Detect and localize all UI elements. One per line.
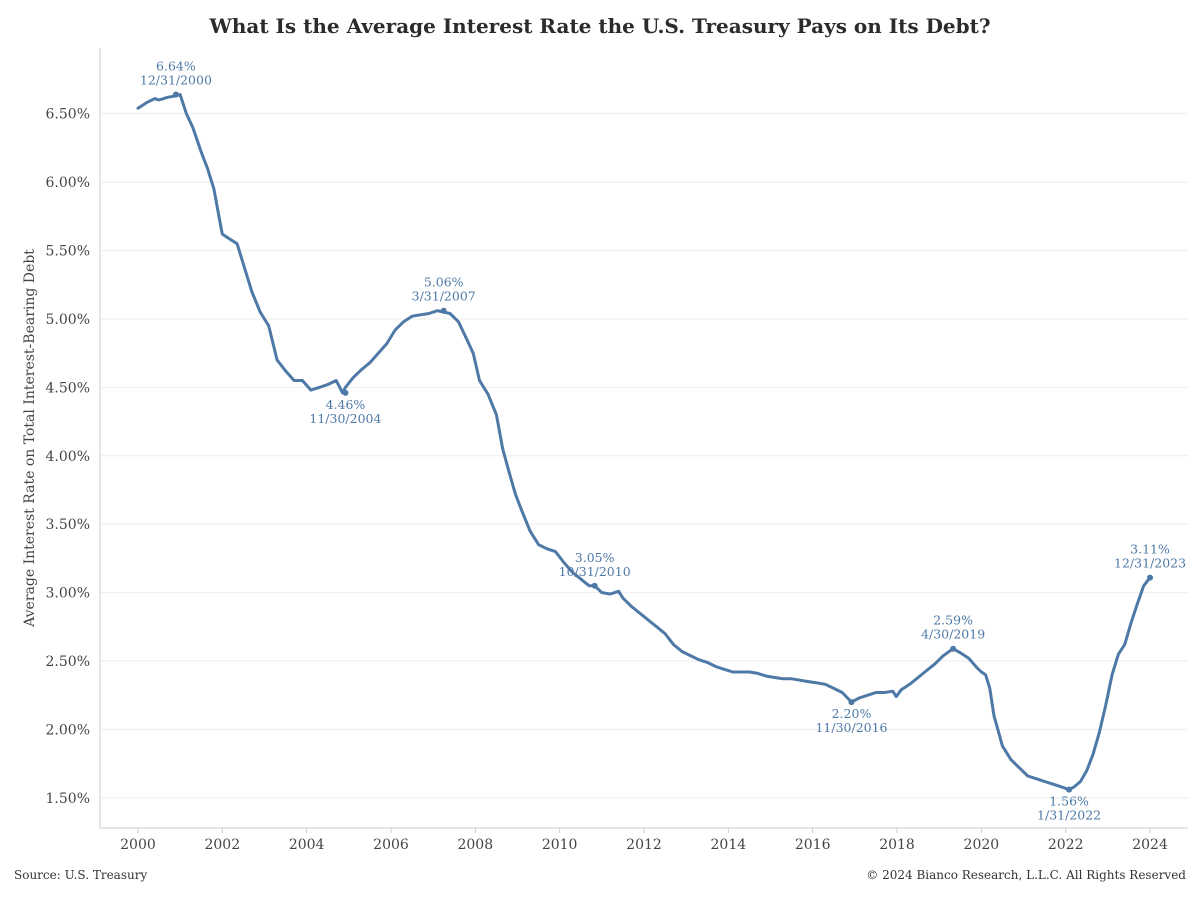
annotation-value: 1.56% (1049, 794, 1089, 809)
annotation-date: 3/31/2007 (412, 289, 476, 304)
series-layer (136, 93, 1152, 792)
annotation-marker (342, 389, 349, 396)
annotation-value: 2.20% (832, 706, 872, 721)
y-tick-label: 1.50% (46, 791, 90, 807)
annotation-date: 1/31/2022 (1037, 808, 1101, 823)
x-tick-label: 2008 (457, 837, 493, 853)
y-tick-label: 2.00% (46, 722, 90, 738)
y-tick-label: 2.50% (46, 654, 90, 670)
x-tick-label: 2018 (879, 837, 915, 853)
grid-layer (100, 113, 1188, 799)
y-tick-label: 3.50% (46, 517, 90, 533)
annotation-marker (950, 645, 957, 652)
y-tick-label: 5.00% (46, 312, 90, 328)
y-tick-label: 5.50% (46, 244, 90, 260)
x-tick-label: 2004 (289, 837, 325, 853)
annotation-value: 5.06% (424, 275, 464, 290)
x-tick-label: 2010 (542, 837, 578, 853)
y-axis-title: Average Interest Rate on Total Interest-… (22, 249, 38, 628)
x-tick-label: 2006 (373, 837, 409, 853)
annotation-value: 4.46% (326, 397, 366, 412)
annotation-marker (172, 91, 179, 98)
y-tick-label: 3.00% (46, 586, 90, 602)
annotation-value: 2.59% (933, 613, 973, 628)
source-note: Source: U.S. Treasury (14, 868, 148, 882)
annotation-date: 10/31/2010 (559, 564, 631, 579)
x-tick-label: 2020 (964, 837, 1000, 853)
x-tick-label: 2014 (711, 837, 747, 853)
x-tick-label: 2000 (120, 837, 156, 853)
annotation-value: 3.05% (575, 550, 615, 565)
axes-layer: 1.50% 2.00% 2.50% 3.00% 3.50% 4.00% 4.50% 5.00%… (46, 48, 1188, 853)
annotation-date: 12/31/2000 (140, 73, 212, 88)
copyright-note: © 2024 Bianco Research, L.L.C. All Right… (866, 868, 1186, 882)
annotation-marker (848, 699, 855, 706)
annotation-date: 11/30/2004 (309, 411, 381, 426)
y-tick-label: 4.00% (46, 449, 90, 465)
x-tick-label: 2012 (626, 837, 662, 853)
annotation-date: 12/31/2023 (1114, 556, 1186, 571)
annotation-marker (1147, 574, 1154, 581)
annotation-marker (1066, 786, 1073, 793)
annotation-date: 4/30/2019 (921, 627, 985, 642)
x-tick-label: 2022 (1048, 837, 1084, 853)
x-tick-label: 2024 (1132, 837, 1168, 853)
y-tick-label: 6.00% (46, 175, 90, 191)
chart-title: What Is the Average Interest Rate the U.… (209, 14, 991, 38)
annotation-marker (440, 307, 447, 314)
annotation-date: 11/30/2016 (815, 720, 887, 735)
series-line (136, 93, 1152, 792)
y-tick-label: 4.50% (46, 380, 90, 396)
x-tick-label: 2016 (795, 837, 831, 853)
annotation-marker (591, 582, 598, 589)
annotation-value: 3.11% (1130, 542, 1170, 557)
annotation-value: 6.64% (156, 59, 196, 74)
y-tick-label: 6.50% (46, 107, 90, 123)
annotations-layer: 6.64%12/31/2000 4.46%11/30/2004 5.06%3/31/… (140, 59, 1186, 823)
x-tick-label: 2002 (204, 837, 240, 853)
